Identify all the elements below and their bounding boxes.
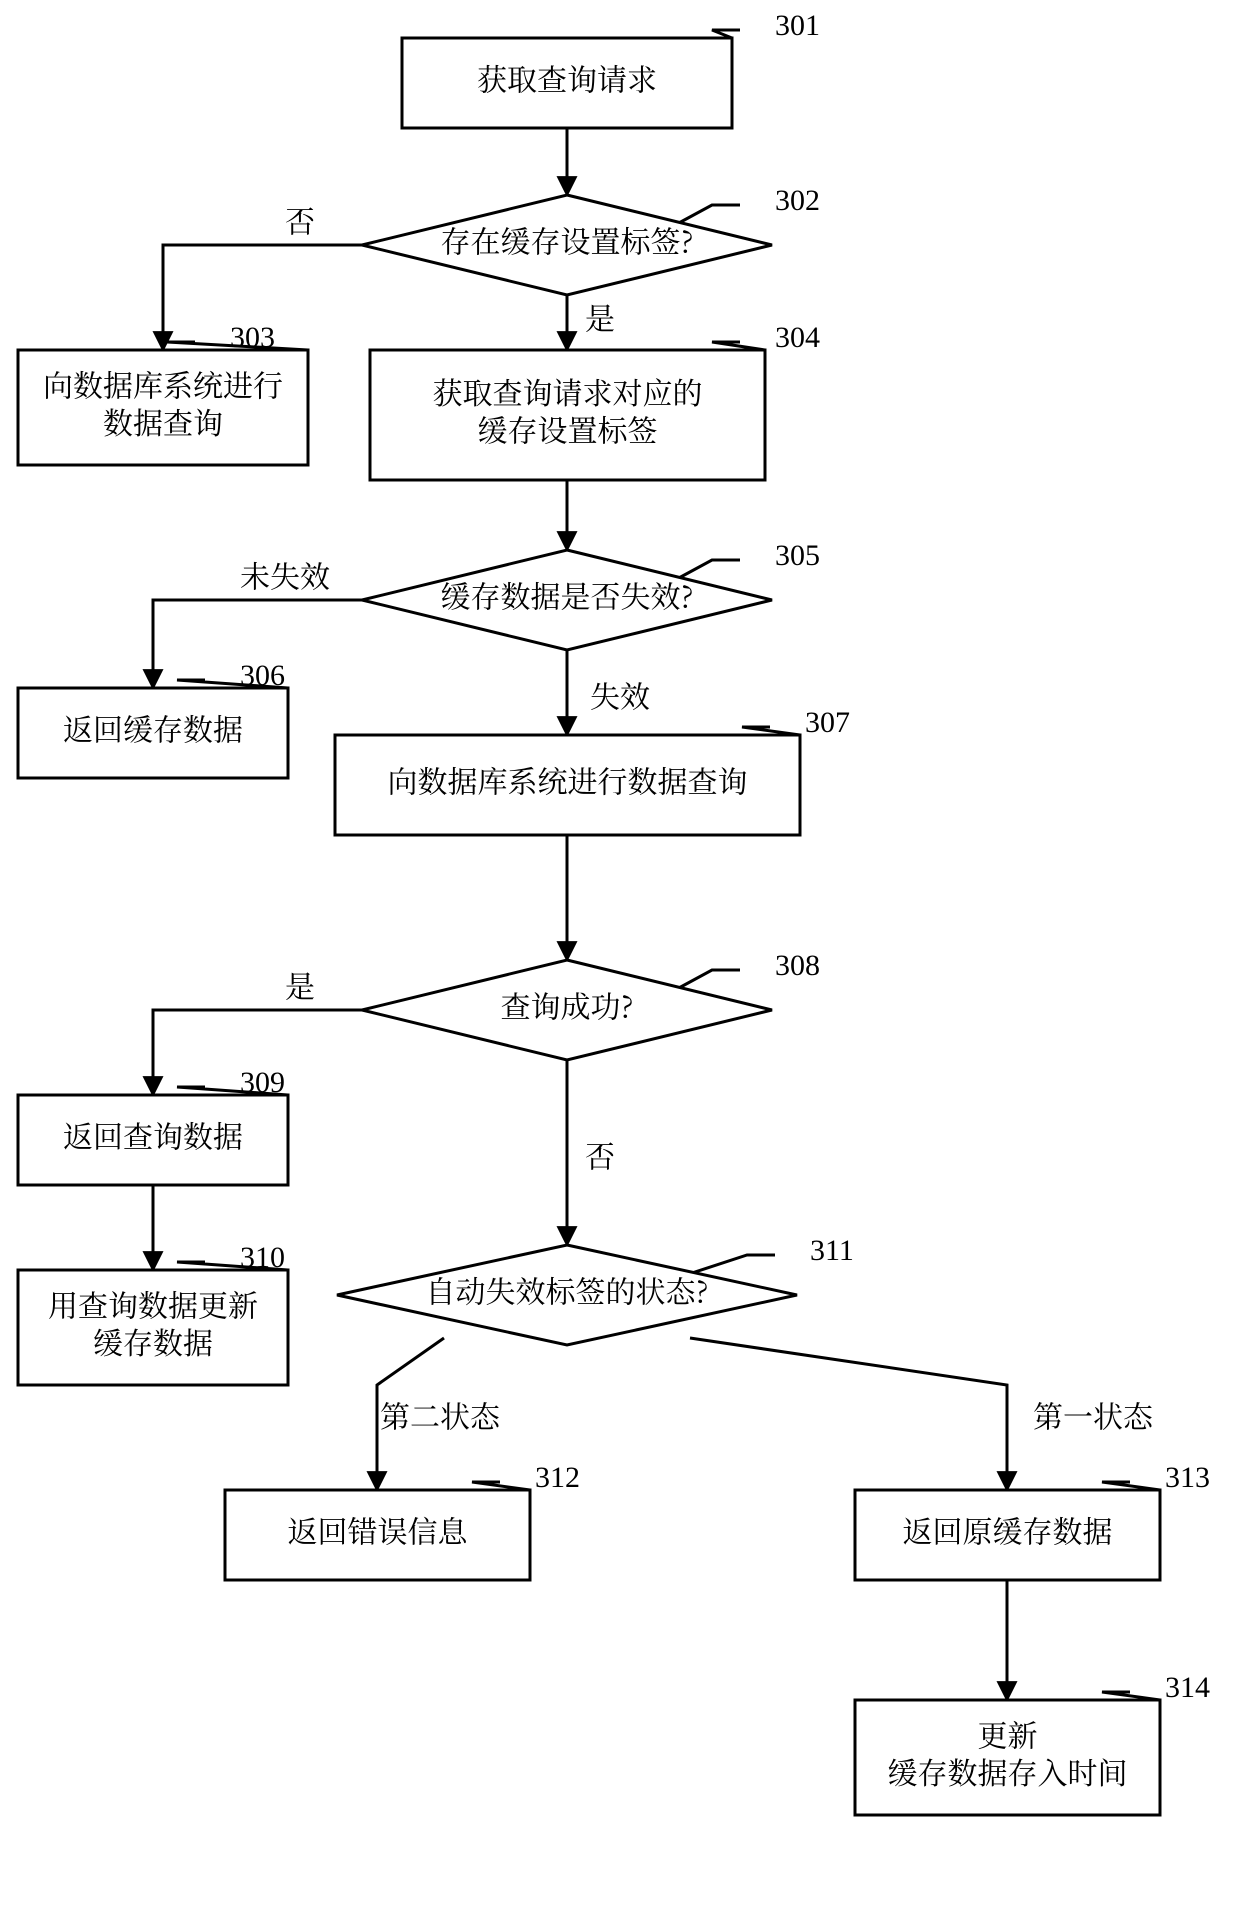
- ref-label: 306: [240, 659, 285, 692]
- node-label: 存在缓存设置标签?: [441, 218, 694, 262]
- edge-label: 否: [285, 198, 315, 242]
- edge-label: 第一状态: [1033, 1393, 1154, 1437]
- ref-label: 309: [240, 1066, 285, 1099]
- edge-label: 未失效: [240, 553, 330, 597]
- flow-edge: [690, 1338, 1007, 1490]
- ref-label: 308: [775, 949, 820, 982]
- node-label: 获取查询请求: [477, 56, 657, 100]
- node-label: 缓存设置标签: [478, 406, 658, 450]
- node-label: 自动失效标签的状态?: [426, 1268, 709, 1312]
- node-label: 返回缓存数据: [63, 706, 243, 750]
- node-label: 返回错误信息: [288, 1508, 469, 1552]
- ref-label: 303: [230, 321, 275, 354]
- ref-callout-308: [680, 970, 740, 988]
- ref-label: 305: [775, 539, 820, 572]
- ref-label: 311: [810, 1234, 854, 1267]
- ref-label: 302: [775, 184, 820, 217]
- node-label: 缓存数据存入时间: [888, 1749, 1128, 1793]
- edge-label: 否: [585, 1133, 615, 1177]
- ref-label: 312: [535, 1461, 580, 1494]
- node-label: 向数据库系统进行数据查询: [388, 758, 748, 802]
- ref-label: 304: [775, 321, 820, 354]
- node-label: 数据查询: [103, 399, 223, 443]
- ref-label: 301: [775, 9, 820, 42]
- node-label: 缓存数据: [93, 1319, 213, 1363]
- ref-label: 314: [1165, 1671, 1210, 1704]
- ref-label: 307: [805, 706, 850, 739]
- node-label: 缓存数据是否失效?: [441, 573, 694, 617]
- edge-label: 是: [285, 963, 315, 1007]
- node-label: 返回原缓存数据: [903, 1508, 1113, 1552]
- edge-label: 第二状态: [380, 1393, 501, 1437]
- ref-callout-311: [694, 1255, 776, 1273]
- node-label: 查询成功?: [501, 983, 634, 1027]
- ref-label: 313: [1165, 1461, 1210, 1494]
- node-label: 返回查询数据: [63, 1113, 243, 1157]
- edge-label: 失效: [590, 673, 650, 717]
- ref-label: 310: [240, 1241, 285, 1274]
- edge-label: 是: [585, 295, 615, 339]
